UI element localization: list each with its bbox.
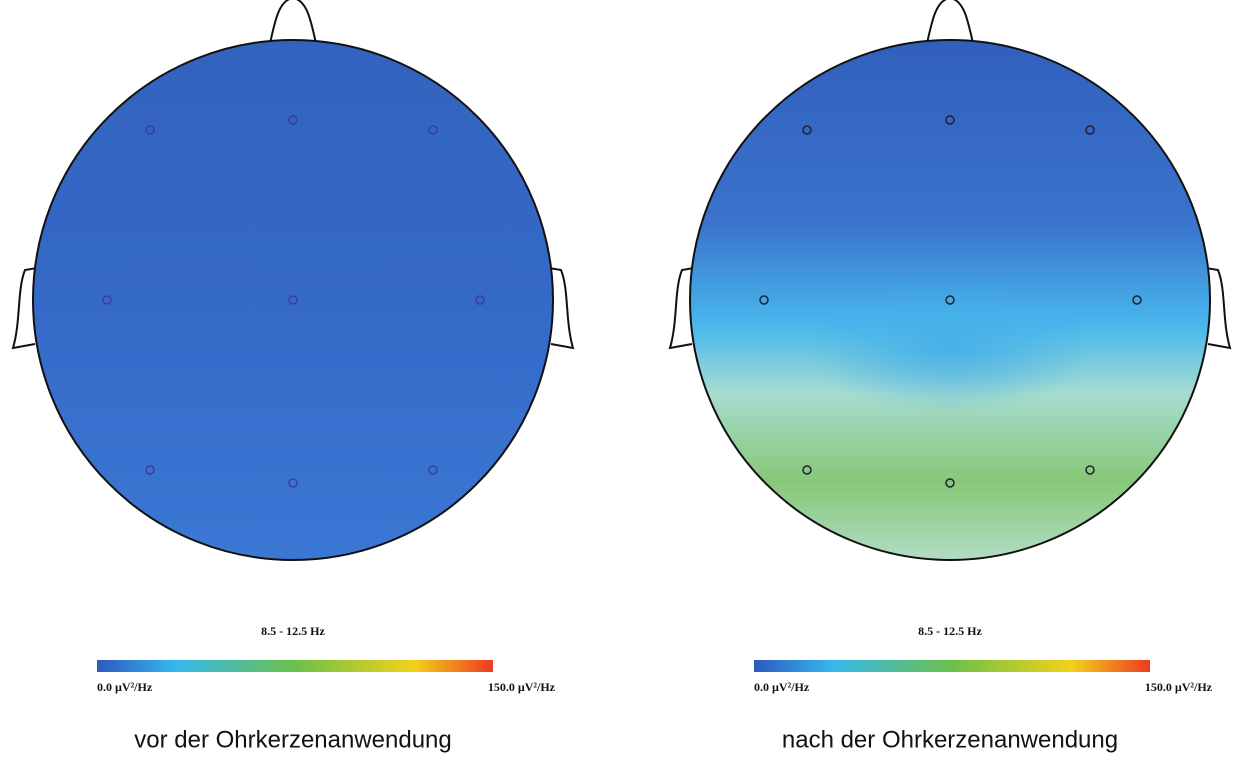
- scale-max: 150.0 µV²/Hz: [1145, 680, 1213, 694]
- caption: nach der Ohrkerzenanwendung: [782, 726, 1118, 753]
- figure: 8.5 - 12.5 Hz 0.0 µV²/Hz 150.0 µV²/Hz vor d…: [0, 0, 1235, 778]
- scale-min: 0.0 µV²/Hz: [754, 680, 810, 694]
- scale-max: 150.0 µV²/Hz: [488, 680, 556, 694]
- panel: 8.5 - 12.5 Hz 0.0 µV²/Hz 150.0 µV²/Hz vor d…: [13, 0, 573, 753]
- panels: 8.5 - 12.5 Hz 0.0 µV²/Hz 150.0 µV²/Hz vor d…: [13, 0, 1230, 753]
- caption: vor der Ohrkerzenanwendung: [134, 726, 452, 753]
- scale-min: 0.0 µV²/Hz: [97, 680, 153, 694]
- scalp-overlay: [710, 210, 1190, 430]
- colorbar: [97, 660, 493, 672]
- colorbar: [754, 660, 1150, 672]
- panel: 8.5 - 12.5 Hz 0.0 µV²/Hz 150.0 µV²/Hz nach …: [670, 0, 1230, 753]
- band-label: 8.5 - 12.5 Hz: [261, 624, 325, 638]
- band-label: 8.5 - 12.5 Hz: [918, 624, 982, 638]
